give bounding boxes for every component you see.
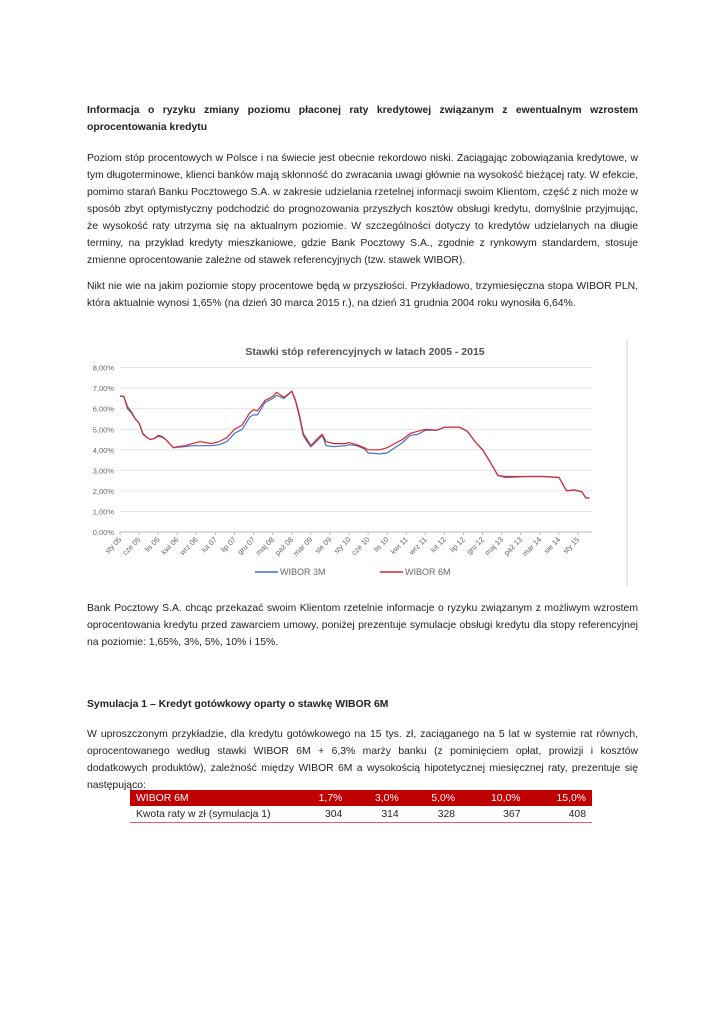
- x-tick-label: maj 08: [254, 535, 276, 557]
- x-tick-label: cze 10: [350, 535, 372, 557]
- simulation-heading: Symulacja 1 – Kredyt gotówkowy oparty o …: [87, 699, 389, 710]
- x-tick-label: gru 12: [465, 535, 486, 556]
- table-header-row: WIBOR 6M 1,7% 3,0% 5,0% 10,0% 15,0%: [130, 790, 592, 806]
- y-tick-label: 5,00%: [93, 425, 115, 434]
- simulation-text: W uproszczonym przykładzie, dla kredytu …: [87, 729, 638, 791]
- row-label: Kwota raty w zł (symulacja 1): [130, 806, 292, 823]
- legend: WIBOR 3M WIBOR 6M: [255, 567, 451, 577]
- legend-label-6m: WIBOR 6M: [405, 567, 451, 577]
- header-cell: WIBOR 6M: [130, 790, 292, 806]
- reference-rates-chart: Stawki stóp referencyjnych w latach 2005…: [93, 340, 628, 586]
- x-tick-label: sie 09: [313, 535, 334, 556]
- x-tick-label: lis 10: [372, 535, 391, 554]
- x-tick-label: paź 13: [502, 535, 524, 557]
- series-line-wibor-6m: [119, 390, 590, 499]
- x-tick-label: lut 12: [429, 535, 448, 554]
- table-cell: 328: [404, 806, 462, 823]
- y-tick-label: 7,00%: [93, 384, 115, 393]
- y-tick-label: 6,00%: [93, 405, 115, 414]
- y-tick-label: 2,00%: [93, 487, 115, 496]
- y-tick-label: 0,00%: [93, 528, 115, 537]
- x-tick-label: wrz 06: [177, 535, 200, 558]
- header-cell: 10,0%: [461, 790, 527, 806]
- table-cell: 314: [348, 806, 405, 823]
- x-tick-label: lip 07: [219, 535, 238, 554]
- table-cell: 304: [292, 806, 349, 823]
- header-cell: 15,0%: [526, 790, 592, 806]
- y-tick-label: 8,00%: [93, 364, 115, 373]
- paragraph-wibor: Nikt nie wie na jakim poziomie stopy pro…: [87, 281, 638, 309]
- x-tick-label: sty 10: [332, 535, 353, 556]
- x-tick-label: sty 05: [103, 535, 124, 556]
- header-cell: 3,0%: [348, 790, 405, 806]
- x-tick-label: wrz 11: [406, 535, 428, 557]
- x-tick-label: paź 08: [273, 535, 295, 557]
- x-tick-label: mar 09: [291, 535, 314, 558]
- y-tick-label: 1,00%: [93, 507, 115, 516]
- x-tick-label: kwi 11: [389, 535, 410, 556]
- x-tick-label: kwi 06: [159, 535, 180, 556]
- x-tick-label: sie 14: [542, 535, 563, 556]
- x-tick-label: lut 07: [199, 535, 218, 554]
- table-row: Kwota raty w zł (symulacja 1) 304 314 32…: [130, 806, 592, 823]
- legend-label-3m: WIBOR 3M: [280, 567, 326, 577]
- table-cell: 367: [461, 806, 527, 823]
- x-tick-label: lip 12: [448, 535, 467, 554]
- document-title: Informacja o ryzyku zmiany poziomu płaco…: [87, 105, 638, 133]
- y-tick-label: 4,00%: [93, 446, 115, 455]
- x-tick-label: gru 07: [236, 535, 257, 556]
- paragraph-simulations: Bank Pocztowy S.A. chcąc przekazać swoim…: [87, 603, 638, 648]
- x-tick-label: mar 14: [520, 535, 543, 558]
- paragraph-intro: Poziom stóp procentowych w Polsce i na ś…: [87, 153, 638, 266]
- y-tick-label: 3,00%: [93, 466, 115, 475]
- simulation-table: WIBOR 6M 1,7% 3,0% 5,0% 10,0% 15,0% Kwot…: [130, 790, 592, 823]
- header-cell: 1,7%: [292, 790, 349, 806]
- table-cell: 408: [526, 806, 592, 823]
- header-cell: 5,0%: [404, 790, 462, 806]
- x-tick-label: cze 05: [121, 535, 143, 557]
- x-tick-label: sty 15: [561, 535, 582, 556]
- chart-title: Stawki stóp referencyjnych w latach 2005…: [245, 346, 484, 358]
- x-tick-label: maj 13: [483, 535, 505, 557]
